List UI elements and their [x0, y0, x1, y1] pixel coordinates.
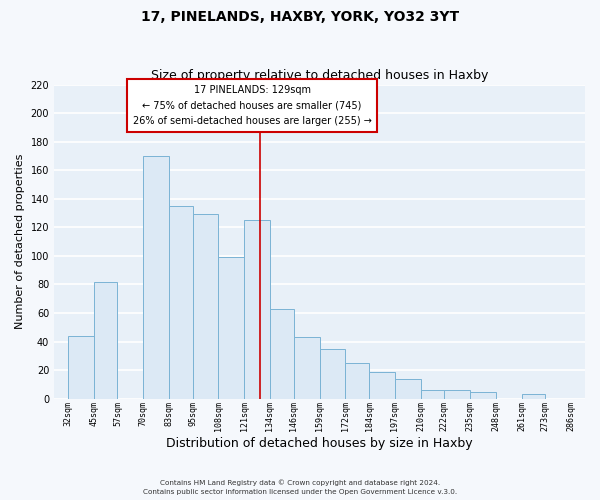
Y-axis label: Number of detached properties: Number of detached properties	[15, 154, 25, 330]
Text: 17, PINELANDS, HAXBY, YORK, YO32 3YT: 17, PINELANDS, HAXBY, YORK, YO32 3YT	[141, 10, 459, 24]
Text: Contains HM Land Registry data © Crown copyright and database right 2024.
Contai: Contains HM Land Registry data © Crown c…	[143, 480, 457, 495]
X-axis label: Distribution of detached houses by size in Haxby: Distribution of detached houses by size …	[166, 437, 473, 450]
Bar	[169, 206, 193, 398]
Bar	[445, 390, 470, 398]
Bar	[395, 378, 421, 398]
Title: Size of property relative to detached houses in Haxby: Size of property relative to detached ho…	[151, 69, 488, 82]
Bar	[320, 348, 345, 399]
Bar	[193, 214, 218, 398]
Bar	[521, 394, 545, 398]
Bar	[270, 308, 294, 398]
Bar	[68, 336, 94, 398]
Bar	[94, 282, 118, 399]
Bar	[369, 372, 395, 398]
Bar	[421, 390, 445, 398]
Bar	[294, 338, 320, 398]
Bar	[345, 363, 369, 398]
Bar	[244, 220, 270, 398]
Bar	[143, 156, 169, 398]
Bar	[470, 392, 496, 398]
Text: 17 PINELANDS: 129sqm
← 75% of detached houses are smaller (745)
26% of semi-deta: 17 PINELANDS: 129sqm ← 75% of detached h…	[133, 84, 371, 126]
Bar	[218, 258, 244, 398]
